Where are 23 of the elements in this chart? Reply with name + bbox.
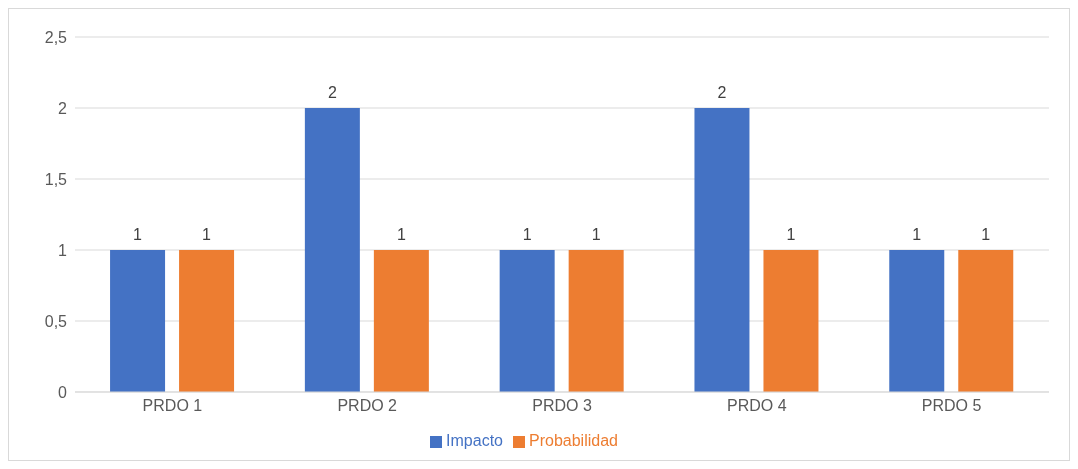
x-tick-label: PRDO 3 bbox=[532, 397, 592, 415]
y-tick-label: 2 bbox=[58, 99, 68, 117]
data-label: 1 bbox=[912, 226, 922, 243]
x-tick-label: PRDO 4 bbox=[727, 397, 787, 415]
x-tick-label: PRDO 2 bbox=[337, 397, 398, 415]
data-label: 1 bbox=[591, 226, 601, 243]
y-tick-label: 0,5 bbox=[44, 312, 68, 330]
y-tick-label: 0 bbox=[58, 383, 68, 401]
x-tick-label: PRDO 1 bbox=[142, 397, 203, 415]
data-label: 1 bbox=[786, 226, 796, 243]
data-label: 1 bbox=[396, 226, 406, 243]
y-tick-label: 1,5 bbox=[44, 170, 68, 188]
legend-label: Probabilidad bbox=[528, 432, 618, 449]
data-label: 1 bbox=[202, 226, 212, 243]
x-tick-label: PRDO 5 bbox=[921, 397, 982, 415]
data-label: 1 bbox=[133, 226, 143, 243]
data-label: 1 bbox=[981, 226, 991, 243]
y-tick-label: 2,5 bbox=[44, 28, 68, 46]
data-label: 2 bbox=[327, 84, 337, 101]
legend-label: Impacto bbox=[446, 432, 503, 449]
data-label: 2 bbox=[717, 84, 727, 101]
data-label: 1 bbox=[522, 226, 532, 243]
y-tick-label: 1 bbox=[58, 241, 68, 259]
